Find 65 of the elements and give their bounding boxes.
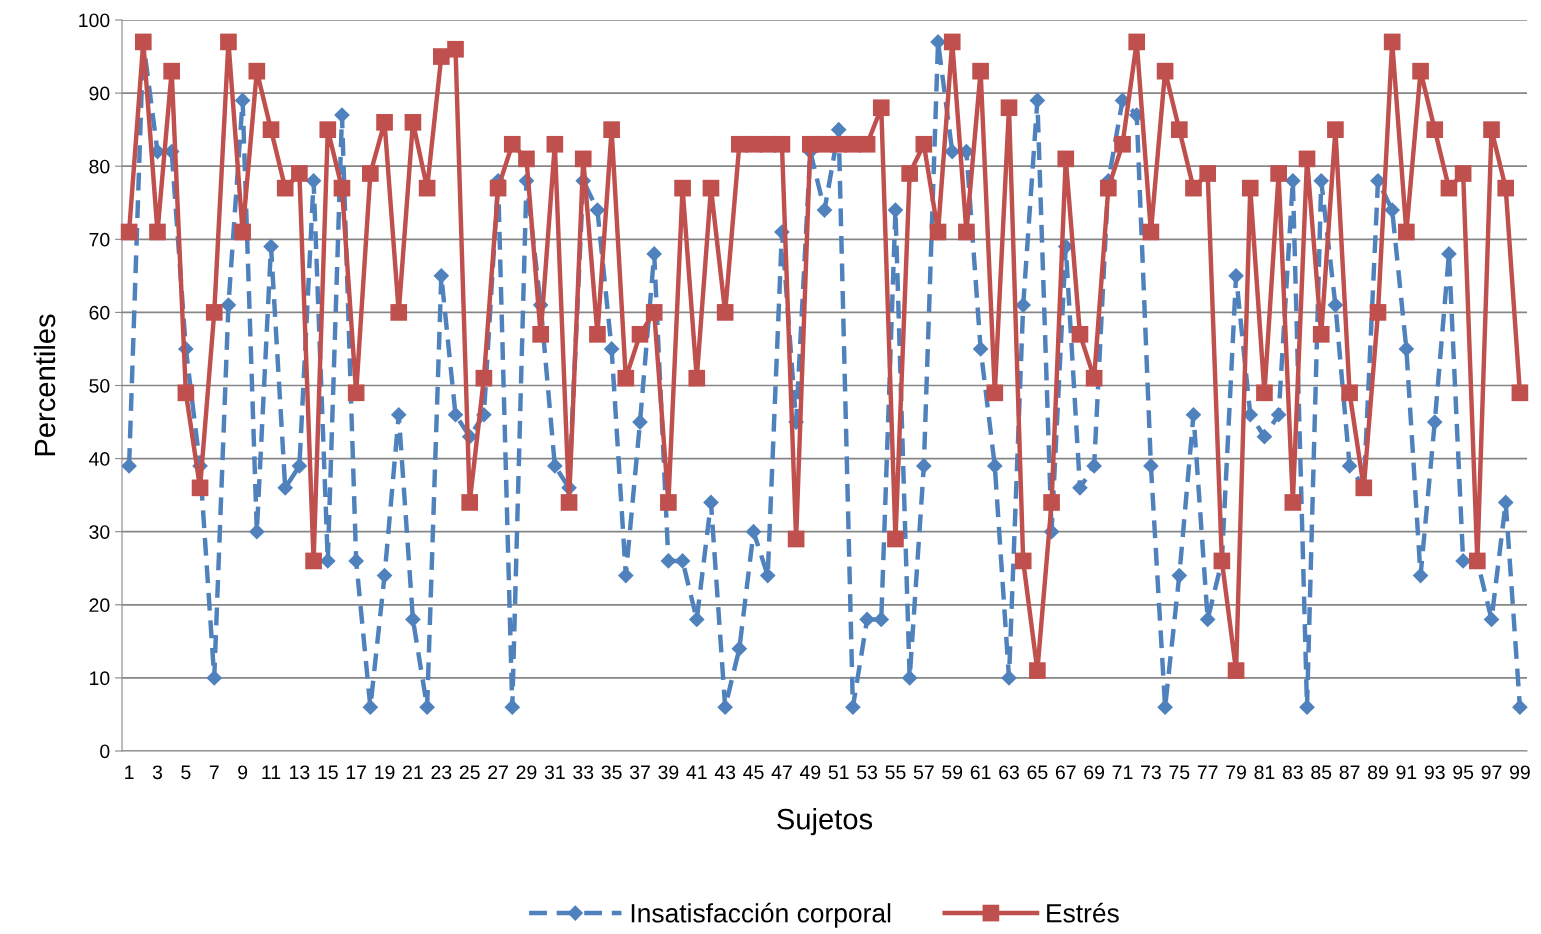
y-tick-label: 90 <box>89 86 110 101</box>
x-tick-label: 43 <box>714 765 736 780</box>
x-tick-label: 57 <box>913 765 934 780</box>
x-tick-label: 71 <box>1112 765 1133 779</box>
x-tick-label: 75 <box>1169 765 1190 780</box>
x-tick-label: 91 <box>1396 765 1417 780</box>
x-tick-label: 83 <box>1282 765 1303 780</box>
x-tick-label: 63 <box>999 765 1019 780</box>
x-tick-label: 29 <box>516 765 537 780</box>
x-tick-label: 81 <box>1254 765 1275 780</box>
x-tick-label: 49 <box>799 765 821 780</box>
x-tick-label: 55 <box>885 765 906 780</box>
x-tick-label: 53 <box>857 765 878 780</box>
x-tick-label: 89 <box>1368 765 1388 780</box>
x-tick-label: 21 <box>403 765 423 779</box>
x-tick-label: 31 <box>544 765 565 780</box>
y-tick-label: 60 <box>89 305 110 320</box>
x-tick-label: 27 <box>488 765 508 779</box>
x-tick-label: 93 <box>1424 765 1445 780</box>
x-tick-label: 85 <box>1311 765 1332 780</box>
x-tick-label: 9 <box>238 765 248 780</box>
x-tick-label: 65 <box>1027 765 1048 780</box>
legend-label: Insatisfacción corporal <box>631 902 891 928</box>
x-tick-label: 69 <box>1084 765 1105 780</box>
y-tick-label: 100 <box>79 13 110 28</box>
x-tick-label: 87 <box>1339 765 1360 780</box>
x-tick-label: 3 <box>152 765 163 780</box>
y-tick-label: 50 <box>89 378 110 393</box>
x-tick-label: 41 <box>686 765 707 779</box>
x-tick-label: 5 <box>181 765 191 780</box>
y-tick-label: 0 <box>100 744 110 759</box>
x-tick-label: 33 <box>573 765 594 780</box>
x-tick-label: 11 <box>262 765 281 779</box>
x-tick-label: 97 <box>1481 765 1502 780</box>
x-tick-label: 51 <box>828 765 849 780</box>
x-tick-label: 37 <box>629 765 650 780</box>
y-tick-label: 10 <box>90 671 110 686</box>
x-tick-label: 67 <box>1055 765 1076 780</box>
x-tick-label: 99 <box>1510 765 1530 780</box>
x-tick-label: 45 <box>743 765 764 780</box>
x-tick-label: 25 <box>459 765 480 780</box>
y-tick-label: 70 <box>89 232 110 247</box>
x-tick-label: 35 <box>601 765 622 780</box>
x-tick-label: 23 <box>431 765 452 780</box>
x-tick-label: 19 <box>375 765 395 780</box>
y-tick-label: 20 <box>89 598 110 613</box>
y-tick-label: 30 <box>89 525 110 539</box>
y-tick-label: 80 <box>89 159 110 174</box>
x-axis-title: Sujetos <box>777 808 873 836</box>
x-tick-label: 59 <box>942 765 963 780</box>
x-tick-label: 95 <box>1453 765 1474 780</box>
x-tick-label: 47 <box>771 765 792 779</box>
x-tick-label: 15 <box>318 765 338 780</box>
y-tick-label: 40 <box>89 452 110 466</box>
x-tick-label: 13 <box>290 765 310 780</box>
x-tick-label: 73 <box>1141 765 1161 780</box>
x-tick-label: 61 <box>970 765 991 780</box>
legend-label: Estrés <box>1047 902 1119 923</box>
x-tick-label: 77 <box>1197 765 1218 779</box>
x-tick-label: 7 <box>209 765 219 779</box>
x-tick-label: 1 <box>125 765 134 779</box>
y-axis-title: Percentiles <box>33 314 56 456</box>
x-tick-label: 39 <box>658 765 679 780</box>
x-tick-label: 17 <box>346 765 367 779</box>
x-tick-label: 79 <box>1226 765 1246 780</box>
